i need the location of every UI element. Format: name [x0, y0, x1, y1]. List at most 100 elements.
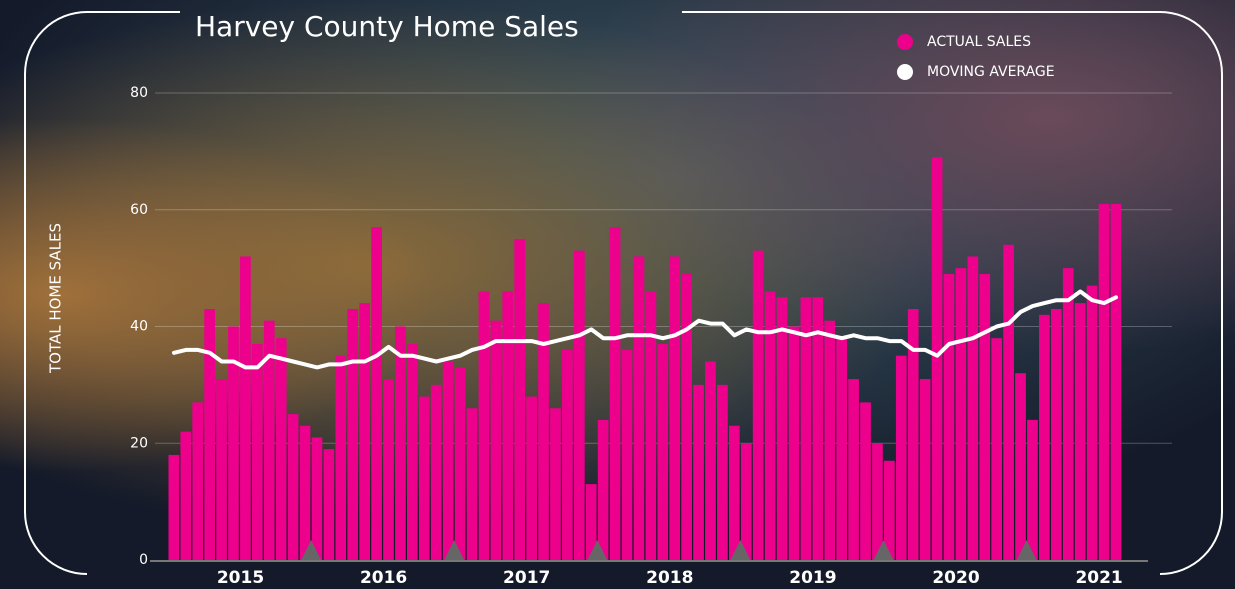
legend-swatch	[897, 34, 913, 50]
bar	[335, 355, 347, 560]
bar	[502, 291, 514, 560]
bar	[943, 273, 955, 560]
bar	[454, 367, 466, 560]
bar	[383, 379, 394, 560]
bar	[764, 291, 776, 560]
bar	[836, 338, 848, 560]
bar	[1074, 303, 1086, 560]
year-marker	[301, 540, 322, 560]
bar	[538, 303, 549, 560]
frame	[24, 11, 1223, 575]
bar	[884, 460, 895, 560]
year-marker	[873, 540, 894, 560]
bar	[907, 308, 919, 560]
y-tick-label: 80	[130, 85, 148, 101]
bar	[263, 320, 275, 560]
bar	[180, 431, 192, 560]
bar	[1015, 373, 1026, 560]
bar	[669, 256, 681, 560]
bar	[1098, 203, 1110, 560]
x-tick-label: 2019	[789, 568, 836, 588]
bar	[275, 338, 287, 560]
x-tick-label: 2018	[646, 568, 693, 588]
bar	[621, 349, 633, 560]
bar	[955, 268, 967, 560]
bar	[323, 449, 335, 560]
bar	[800, 297, 812, 560]
bar	[526, 396, 537, 560]
bar	[466, 408, 478, 560]
bar	[347, 308, 359, 560]
bar	[967, 256, 979, 560]
bar	[192, 402, 204, 560]
y-tick-label: 0	[139, 552, 148, 568]
bar	[705, 361, 716, 560]
bar	[848, 379, 859, 560]
bar	[1062, 268, 1074, 560]
bar	[573, 250, 585, 561]
y-tick-label: 40	[130, 319, 148, 335]
bar	[430, 384, 442, 560]
y-tick-label: 60	[130, 202, 148, 218]
chart-title: Harvey County Home Sales	[195, 10, 579, 43]
bar	[240, 256, 251, 560]
year-marker	[444, 540, 465, 560]
bar	[311, 437, 323, 560]
bar	[872, 443, 883, 560]
bar	[514, 238, 526, 560]
bar	[633, 256, 645, 560]
bar	[919, 379, 931, 560]
year-marker	[1016, 540, 1037, 560]
bar	[299, 425, 311, 560]
bar	[490, 320, 502, 560]
y-tick-label: 20	[130, 435, 148, 451]
x-tick-label: 2016	[360, 568, 407, 588]
bar	[359, 303, 371, 560]
bar	[895, 355, 907, 560]
bar	[824, 320, 836, 560]
x-tick-label: 2021	[1075, 568, 1122, 588]
legend-label: MOVING AVERAGE	[927, 64, 1055, 80]
bar	[728, 425, 740, 560]
year-marker	[587, 540, 608, 560]
bar	[287, 414, 299, 560]
bar	[478, 291, 490, 560]
bar	[407, 344, 418, 560]
bar	[860, 402, 871, 560]
y-axis-label: TOTAL HOME SALES	[47, 223, 65, 374]
bar	[740, 443, 752, 560]
bar	[717, 384, 728, 560]
bar	[585, 484, 597, 560]
bar	[931, 157, 943, 560]
x-tick-label: 2015	[217, 568, 264, 588]
bar	[216, 379, 227, 560]
bar	[1086, 285, 1098, 560]
bar	[609, 227, 621, 560]
bar	[204, 308, 215, 560]
bar	[1110, 203, 1122, 560]
bar	[657, 344, 669, 560]
bar	[991, 338, 1003, 560]
legend-label: ACTUAL SALES	[927, 34, 1031, 50]
bar	[752, 250, 764, 561]
year-marker	[730, 540, 751, 560]
bar	[228, 326, 239, 560]
bar	[562, 349, 573, 560]
bar	[788, 326, 800, 560]
bar	[395, 326, 406, 560]
bar	[371, 227, 382, 560]
bar	[776, 297, 788, 560]
bar	[418, 396, 430, 560]
bar	[168, 454, 180, 560]
bar	[1003, 244, 1014, 560]
bar	[550, 408, 561, 560]
bar	[645, 291, 657, 560]
bar	[1027, 419, 1038, 560]
bar	[979, 273, 991, 560]
bar	[442, 361, 454, 560]
bar	[693, 384, 704, 560]
bar	[597, 419, 609, 560]
x-tick-label: 2020	[932, 568, 979, 588]
